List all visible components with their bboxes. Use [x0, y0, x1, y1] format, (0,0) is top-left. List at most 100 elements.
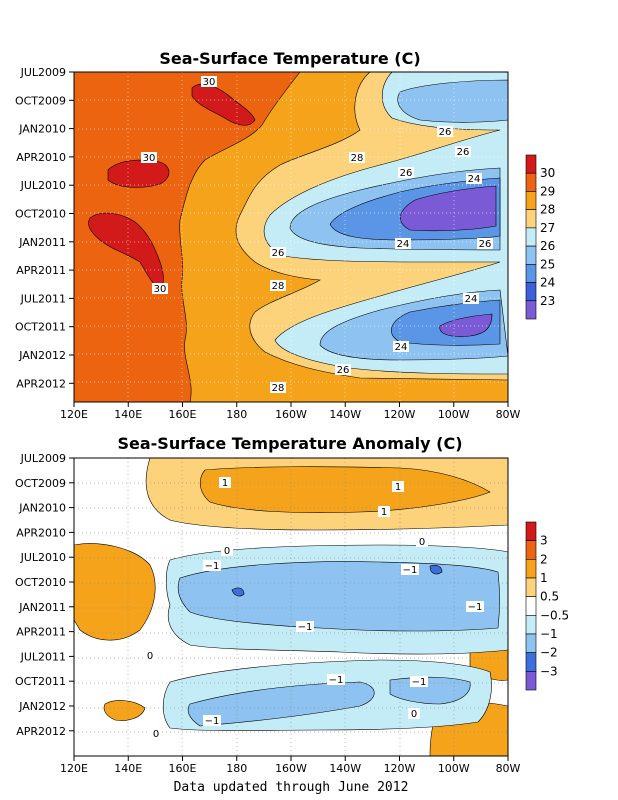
panel2-title: Sea-Surface Temperature Anomaly (C): [117, 434, 462, 453]
contour-label: 0: [416, 536, 428, 548]
colorbar-swatch: [525, 559, 537, 579]
svg-text:0: 0: [147, 651, 153, 662]
colorbar-label: 23: [540, 294, 555, 308]
contour-label: 26: [437, 126, 453, 138]
panel1-title: Sea-Surface Temperature (C): [159, 49, 420, 68]
x-tick-label: 180: [226, 408, 247, 421]
svg-text:24: 24: [465, 294, 478, 305]
y-tick-label: JUL2011: [20, 650, 66, 663]
svg-text:30: 30: [203, 77, 216, 88]
anom-region-neg1: [177, 561, 500, 632]
svg-text:26: 26: [457, 147, 470, 158]
x-tick-label: 160E: [169, 762, 197, 775]
svg-text:28: 28: [272, 383, 285, 394]
colorbar-label: 24: [540, 276, 555, 290]
colorbar-swatch: [525, 191, 537, 210]
anom-region-pos-west: [74, 543, 156, 641]
anom-region-neg2: [231, 564, 443, 597]
contour-label: 26: [335, 364, 351, 376]
contour-label: −1: [410, 676, 428, 688]
x-tick-label: 180: [226, 762, 247, 775]
colorbar-swatch: [525, 209, 537, 229]
y-tick-label: APR2011: [16, 264, 66, 277]
anom-region-pos-west-small: [103, 700, 146, 721]
contour-label: 0: [221, 545, 233, 557]
x-tick-label: 120E: [60, 408, 88, 421]
y-tick-label: APR2012: [16, 725, 66, 738]
x-tick-label: 120W: [384, 408, 416, 421]
contour-label: −1: [327, 674, 345, 686]
y-tick-label: JAN2012: [18, 700, 66, 713]
x-tick-label: 80W: [496, 408, 521, 421]
svg-text:−1: −1: [412, 677, 427, 688]
svg-text:28: 28: [272, 281, 285, 292]
contour-label: 1: [392, 481, 404, 493]
y-tick-label: JUL2010: [20, 551, 66, 564]
colorbar-label: −1: [540, 627, 558, 641]
svg-text:28: 28: [351, 153, 364, 164]
y-tick-label: APR2011: [16, 626, 66, 639]
svg-text:−1: −1: [298, 622, 313, 633]
contour-label: 26: [398, 167, 414, 179]
contour-label: −1: [203, 715, 221, 727]
panel2-contour-labels: 1 1 1 0 0 −1 −1 −1 −1 −1 −1 −1 0 0 0: [144, 477, 484, 740]
y-tick-label: JUL2009: [20, 452, 66, 465]
x-tick-label: 160W: [275, 408, 307, 421]
colorbar-swatch: [525, 282, 537, 302]
colorbar-label: 1: [540, 571, 548, 585]
svg-text:30: 30: [143, 153, 156, 164]
y-tick-label: JAN2010: [18, 502, 66, 515]
panel2-field: [74, 458, 508, 756]
x-tick-label: 160W: [275, 762, 307, 775]
y-tick-label: JAN2011: [18, 236, 66, 249]
svg-text:26: 26: [272, 248, 285, 259]
panel1-contour-labels: 30 30 30 28 28 28 26 26 26 26 26 24 24 2…: [141, 76, 493, 394]
svg-text:24: 24: [395, 342, 408, 353]
colorbar-swatch: [525, 671, 537, 691]
colorbar-swatch: [525, 154, 537, 174]
svg-text:0: 0: [419, 537, 425, 548]
panel1-x-axis: 120E 140E 160E 180 160W 140W 120W 100W 80W: [60, 402, 521, 421]
colorbar-label: −0.5: [540, 608, 569, 622]
colorbar-swatch: [525, 264, 537, 283]
contour-label: 24: [463, 293, 479, 305]
svg-text:0: 0: [411, 709, 417, 720]
contour-label: −1: [466, 601, 484, 613]
contour-label: 24: [393, 341, 409, 353]
footer-note: Data updated through June 2012: [174, 780, 409, 795]
svg-text:0: 0: [224, 546, 230, 557]
sst-region-30b: [107, 159, 170, 188]
contour-label: 24: [395, 238, 411, 250]
colorbar-swatch: [525, 540, 537, 560]
svg-text:30: 30: [154, 284, 167, 295]
colorbar-swatch: [525, 172, 537, 192]
contour-label: 26: [270, 247, 286, 259]
colorbar-label: 0.5: [540, 590, 559, 604]
anom-region-pos-top-1: [200, 466, 491, 513]
y-tick-label: JUL2011: [20, 292, 66, 305]
colorbar-label: 30: [540, 166, 555, 180]
y-tick-label: OCT2009: [15, 477, 66, 490]
y-tick-label: OCT2010: [15, 576, 66, 589]
svg-text:−1: −1: [205, 561, 220, 572]
contour-label: 30: [201, 76, 217, 88]
colorbar-swatch: [525, 633, 537, 653]
svg-text:26: 26: [337, 365, 350, 376]
y-tick-label: APR2010: [16, 526, 66, 539]
colorbar-label: 29: [540, 184, 555, 198]
contour-label: 0: [150, 728, 162, 740]
colorbar-swatch: [525, 652, 537, 672]
panel1-colorbar: 30 29 28 27 26 25 24 23: [525, 154, 555, 320]
y-tick-label: OCT2011: [15, 675, 66, 688]
y-tick-label: APR2010: [16, 151, 66, 164]
y-tick-label: APR2012: [16, 377, 66, 390]
y-tick-label: OCT2011: [15, 321, 66, 334]
panel2-y-axis: JUL2009 OCT2009 JAN2010 APR2010 JUL2010 OCT20…: [15, 452, 74, 738]
y-tick-label: OCT2010: [15, 208, 66, 221]
contour-label: 28: [270, 382, 286, 394]
contour-label: −1: [296, 621, 314, 633]
colorbar-swatch: [525, 596, 537, 616]
contour-label: 28: [349, 152, 365, 164]
contour-label: 26: [455, 146, 471, 158]
